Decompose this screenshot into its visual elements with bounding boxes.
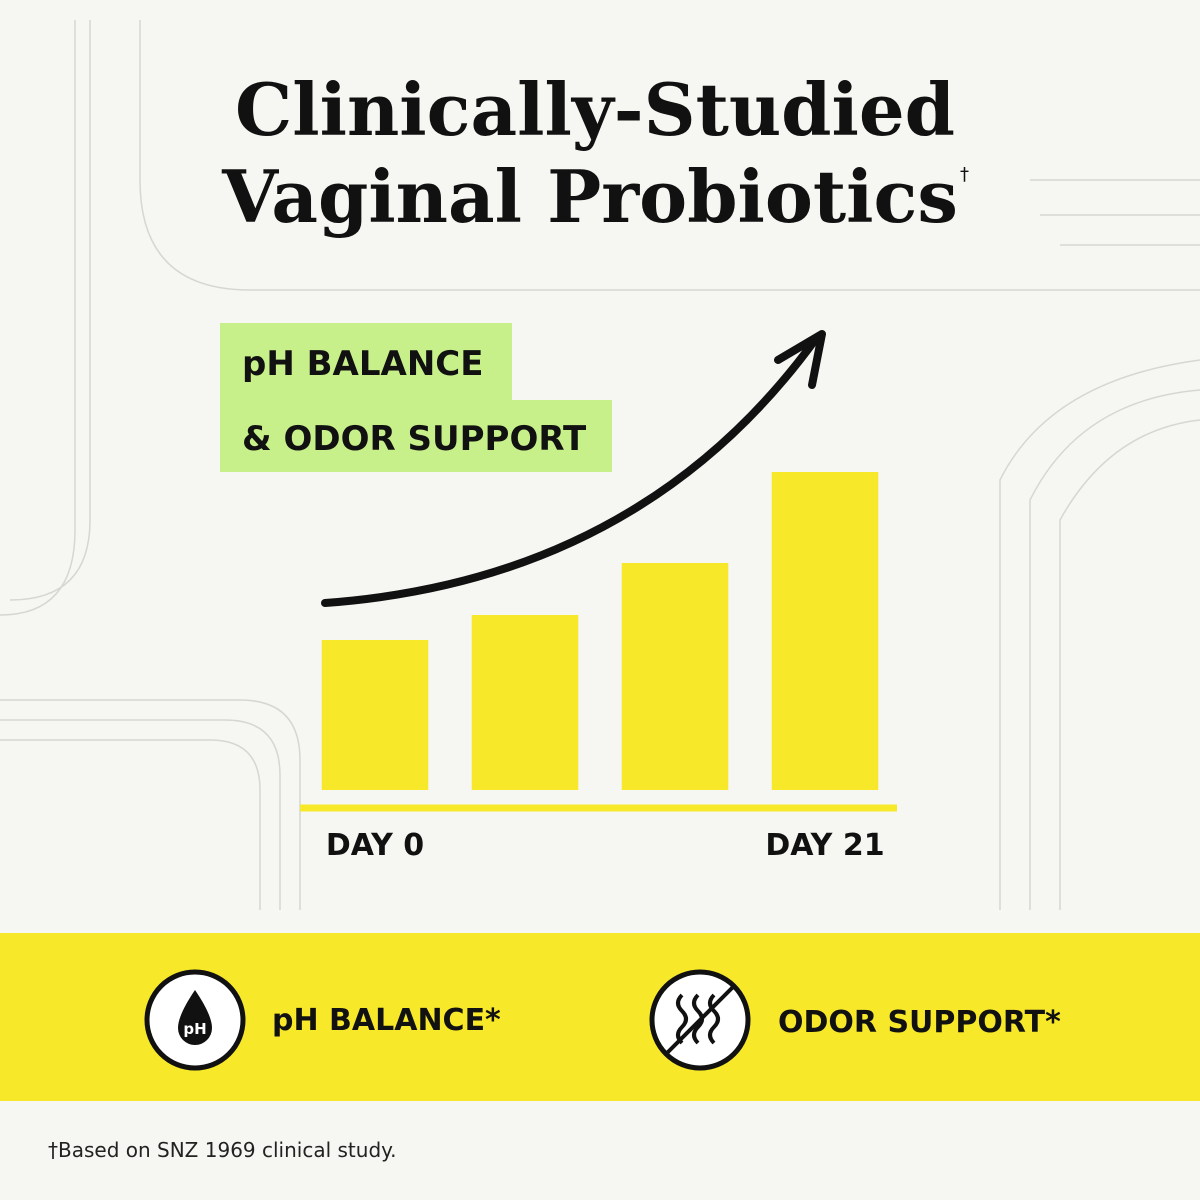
footnote: †Based on SNZ 1969 clinical study. (48, 1138, 396, 1162)
feature-label: ODOR SUPPORT* (778, 1005, 1061, 1040)
x-tick-label: DAY 0 (326, 828, 424, 863)
deco-line (0, 739, 261, 910)
bar (471, 615, 579, 790)
icon-label: pH (183, 1020, 206, 1038)
deco-line (1030, 179, 1200, 246)
callout-text: pH BALANCE (242, 344, 483, 384)
bar-chart: DAY 0 DAY 21 (300, 472, 897, 863)
deco-line (999, 359, 1200, 910)
odor-glyph (664, 984, 736, 1056)
x-tick-label: DAY 21 (765, 828, 884, 863)
bar (621, 563, 729, 790)
title-mark: † (960, 164, 969, 185)
arrow-head (774, 330, 826, 389)
deco-line (139, 20, 1200, 291)
bar (771, 472, 879, 790)
callout-text: & ODOR SUPPORT (242, 419, 587, 459)
bar (321, 640, 429, 790)
decoration (0, 20, 1200, 910)
deco-line (9, 20, 91, 601)
deco-line (0, 20, 76, 616)
trend-arrow (321, 336, 819, 607)
feature-label: pH BALANCE* (272, 1003, 501, 1038)
drop-icon (178, 990, 212, 1045)
deco-line (1059, 419, 1200, 910)
title-line: Clinically-Studied (235, 67, 955, 152)
deco-line (0, 719, 281, 910)
deco-line (1029, 389, 1200, 910)
deco-line (0, 699, 301, 910)
callout-box (220, 400, 612, 472)
callout-box (220, 323, 512, 403)
title-line: Vaginal Probiotics (221, 154, 958, 239)
